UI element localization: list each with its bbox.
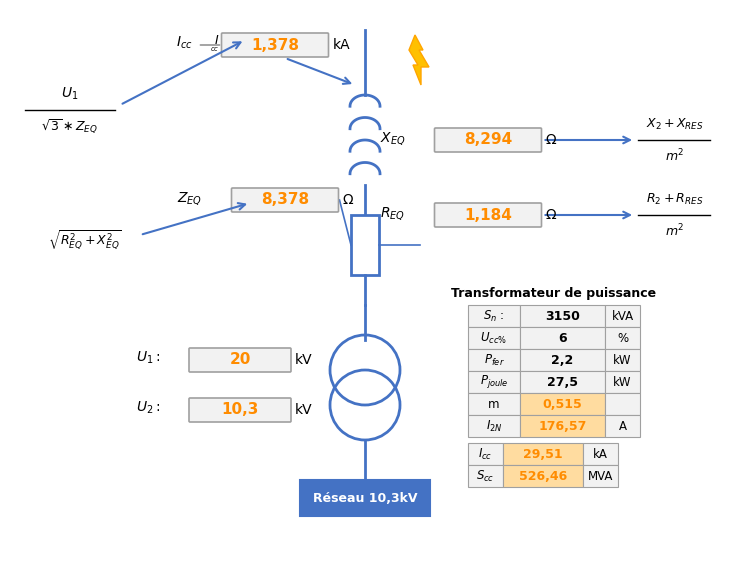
Bar (468, 443, 503, 465)
Text: $U_1$: $U_1$ (61, 85, 79, 102)
Text: $U_2 :$: $U_2 :$ (136, 400, 160, 416)
Bar (468, 371, 520, 393)
Text: $\sqrt{3} \ast Z_{EQ}$: $\sqrt{3} \ast Z_{EQ}$ (42, 118, 98, 136)
Text: $R_2 + R_{RES}$: $R_2 + R_{RES}$ (646, 192, 703, 207)
Text: A: A (618, 419, 626, 432)
Text: 3150: 3150 (545, 310, 580, 323)
Bar (605, 393, 640, 415)
Bar (503, 443, 583, 465)
Text: Transformateur de puissance: Transformateur de puissance (451, 287, 657, 300)
Text: kV: kV (295, 403, 313, 417)
Bar (605, 371, 640, 393)
Text: $\sqrt{R_{EQ}^2 + X_{EQ}^2}$: $\sqrt{R_{EQ}^2 + X_{EQ}^2}$ (48, 228, 122, 252)
FancyBboxPatch shape (434, 203, 542, 227)
Bar (503, 465, 583, 487)
FancyBboxPatch shape (232, 188, 338, 212)
Text: 6: 6 (558, 332, 567, 345)
Bar (520, 327, 605, 349)
Bar (468, 305, 520, 327)
Text: $R_{EQ}$: $R_{EQ}$ (381, 204, 405, 221)
Text: 8,294: 8,294 (464, 132, 512, 148)
Text: $S_n$ :: $S_n$ : (483, 308, 504, 324)
Bar (520, 305, 605, 327)
Text: Réseau 10,3kV: Réseau 10,3kV (313, 491, 417, 504)
Bar (351, 215, 379, 275)
Bar (520, 349, 605, 371)
Text: $X_{EQ}$: $X_{EQ}$ (380, 130, 405, 147)
Bar (605, 305, 640, 327)
Text: Ω: Ω (545, 133, 556, 147)
Text: 0,515: 0,515 (542, 397, 582, 410)
Bar (583, 465, 618, 487)
Text: $S_{cc}$: $S_{cc}$ (476, 469, 495, 483)
Text: 20: 20 (230, 353, 251, 367)
Text: kA: kA (332, 38, 350, 52)
Text: $I_{cc}$: $I_{cc}$ (176, 35, 192, 51)
FancyBboxPatch shape (222, 33, 329, 57)
Bar (605, 415, 640, 437)
Bar (605, 327, 640, 349)
Text: kV: kV (295, 353, 313, 367)
Bar (583, 443, 618, 465)
Text: $U_{cc\%}$: $U_{cc\%}$ (480, 331, 507, 346)
Text: $m^2$: $m^2$ (666, 148, 685, 165)
Text: kA: kA (593, 448, 608, 461)
Text: 2,2: 2,2 (551, 354, 574, 367)
Text: $Z_{EQ}$: $Z_{EQ}$ (177, 190, 203, 207)
Polygon shape (409, 35, 429, 85)
Text: $X_2 + X_{RES}$: $X_2 + X_{RES}$ (646, 117, 704, 132)
Text: $_{cc}$: $_{cc}$ (210, 44, 219, 54)
Text: $I$: $I$ (214, 35, 219, 48)
Text: $U_1 :$: $U_1 :$ (136, 350, 160, 366)
Bar (520, 393, 605, 415)
Text: kVA: kVA (612, 310, 634, 323)
Text: Ω: Ω (545, 208, 556, 222)
Text: MVA: MVA (588, 470, 613, 482)
Text: $I_{cc}$: $I_{cc}$ (478, 447, 493, 461)
Text: 1,378: 1,378 (251, 37, 299, 53)
Text: 526,46: 526,46 (519, 470, 567, 482)
Text: %: % (617, 332, 628, 345)
Text: 8,378: 8,378 (261, 192, 309, 208)
FancyBboxPatch shape (189, 348, 291, 372)
Text: $m^2$: $m^2$ (666, 223, 685, 239)
Bar (468, 465, 503, 487)
Text: 27,5: 27,5 (547, 375, 578, 388)
Text: kW: kW (613, 375, 632, 388)
Text: m: m (488, 397, 500, 410)
Text: Ω: Ω (343, 193, 353, 207)
Bar (468, 393, 520, 415)
Text: kW: kW (613, 354, 632, 367)
FancyBboxPatch shape (300, 480, 430, 516)
Bar (468, 327, 520, 349)
Text: 176,57: 176,57 (538, 419, 587, 432)
Bar (468, 415, 520, 437)
Text: 10,3: 10,3 (222, 402, 259, 418)
Bar (520, 415, 605, 437)
Bar (605, 349, 640, 371)
Text: $I_{2N}$: $I_{2N}$ (486, 418, 502, 434)
FancyBboxPatch shape (189, 398, 291, 422)
FancyBboxPatch shape (434, 128, 542, 152)
Text: $P_{joule}$: $P_{joule}$ (480, 374, 508, 391)
Text: 1,184: 1,184 (464, 208, 512, 222)
Bar (468, 349, 520, 371)
Bar (520, 371, 605, 393)
Text: $P_{fer}$: $P_{fer}$ (483, 353, 504, 367)
Text: 29,51: 29,51 (523, 448, 563, 461)
